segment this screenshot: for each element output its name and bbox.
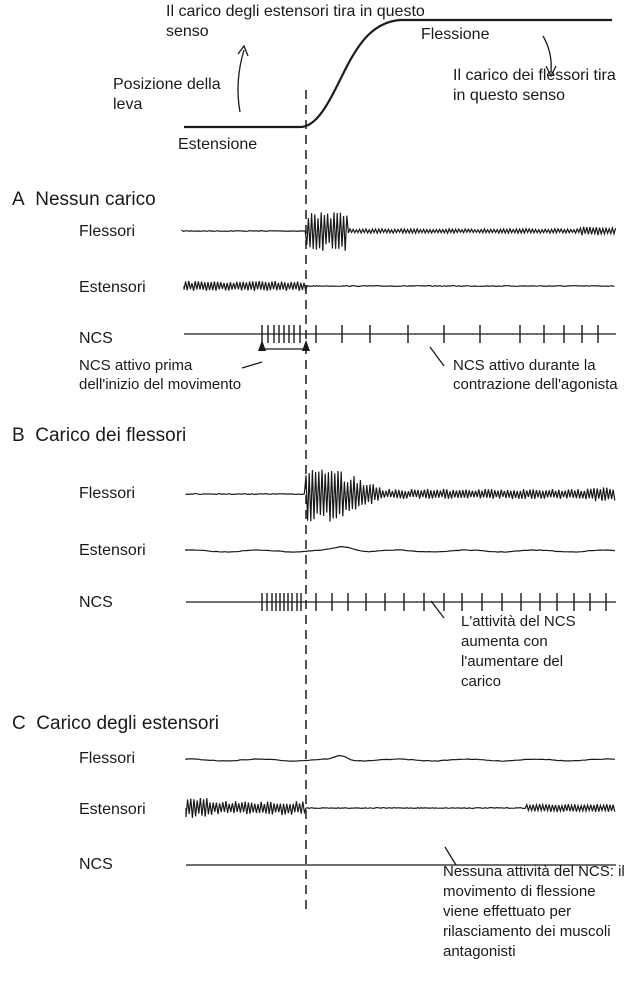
panel-b-header: B Carico dei flessori	[12, 425, 186, 447]
panel-title: Carico degli estensori	[36, 713, 219, 734]
flexors-label: Flessori	[79, 750, 136, 767]
panel-letter: A	[12, 189, 25, 210]
extensors-label: Estensori	[79, 279, 146, 296]
flexors-emg-trace-b	[185, 469, 616, 522]
flexors-label: Flessori	[79, 223, 136, 240]
annotation-pointer	[444, 846, 457, 866]
extensor-load-arrow	[237, 49, 245, 113]
annotation-pointer	[429, 346, 445, 367]
flexor-load-arrow	[542, 35, 552, 73]
extensors-trace-b	[185, 545, 616, 553]
flexors-trace-c	[185, 754, 615, 762]
ncs-label: NCS	[79, 330, 113, 347]
panel-a-header: A Nessun carico	[12, 189, 156, 211]
annotation-pointer	[241, 361, 263, 369]
extensor-load-note: Il carico degli estensori tira in questo…	[166, 3, 425, 40]
flexor-load-note: Il carico dei flessori tira in questo se…	[453, 67, 616, 104]
extensors-label: Estensori	[79, 801, 146, 818]
flexion-label: Flessione	[421, 26, 490, 43]
ncs-during-contraction-note: NCS attivo durante la contrazione dell'a…	[453, 357, 618, 393]
no-ncs-activity-note: Nessuna attività del NCS: il movimento d…	[443, 863, 625, 960]
extensors-label: Estensori	[79, 542, 146, 559]
panel-title: Carico dei flessori	[35, 425, 187, 446]
extension-label: Estensione	[178, 136, 258, 153]
ncs-trace-a	[184, 325, 616, 343]
annotation-pointer	[430, 600, 445, 619]
flexors-label: Flessori	[79, 485, 136, 502]
ncs-trace-b	[186, 593, 616, 611]
lever-position-trace	[184, 18, 612, 129]
panel-letter: C	[12, 713, 26, 734]
panel-letter: B	[12, 425, 25, 446]
panel-title: Nessun carico	[35, 189, 156, 210]
panel-c-header: C Carico degli estensori	[12, 713, 219, 735]
ncs-increases-note: L'attività del NCS aumenta con l'aumenta…	[461, 613, 576, 690]
ncs-label: NCS	[79, 856, 113, 873]
flexors-emg-trace-a	[181, 212, 617, 251]
before-onset-bracket	[261, 342, 307, 350]
ncs-label: NCS	[79, 594, 113, 611]
lever-position-label: Posizione della leva	[113, 76, 221, 113]
extensors-emg-trace-a	[183, 280, 615, 292]
ncs-before-onset-note: NCS attivo prima dell'inizio del movimen…	[79, 357, 242, 393]
extensors-emg-trace-c	[185, 798, 616, 818]
